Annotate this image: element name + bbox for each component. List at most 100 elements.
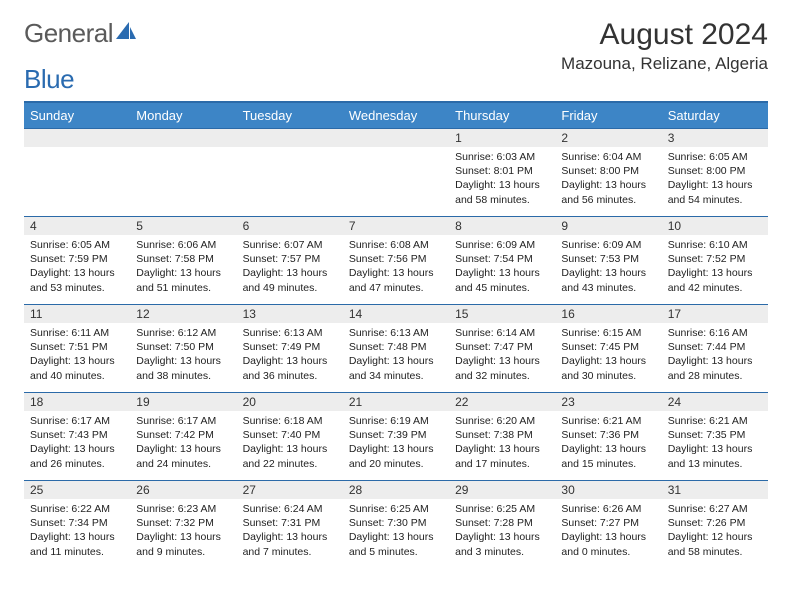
sunset-line: Sunset: 7:43 PM (30, 428, 124, 442)
sunset-line: Sunset: 7:52 PM (668, 252, 762, 266)
sunrise-line: Sunrise: 6:25 AM (349, 502, 443, 516)
sunrise-line: Sunrise: 6:06 AM (136, 238, 230, 252)
day-number: 9 (555, 217, 661, 235)
sunrise-line: Sunrise: 6:05 AM (30, 238, 124, 252)
daylight-line: Daylight: 13 hours and 54 minutes. (668, 178, 762, 206)
day-info: Sunrise: 6:07 AMSunset: 7:57 PMDaylight:… (237, 235, 343, 298)
sunset-line: Sunset: 8:00 PM (561, 164, 655, 178)
day-number: 8 (449, 217, 555, 235)
sunset-line: Sunset: 7:54 PM (455, 252, 549, 266)
sunrise-line: Sunrise: 6:03 AM (455, 150, 549, 164)
day-number: 20 (237, 393, 343, 411)
weekday-row: SundayMondayTuesdayWednesdayThursdayFrid… (24, 102, 768, 129)
sunrise-line: Sunrise: 6:18 AM (243, 414, 337, 428)
calendar-cell: 26Sunrise: 6:23 AMSunset: 7:32 PMDayligh… (130, 481, 236, 569)
sunset-line: Sunset: 7:30 PM (349, 516, 443, 530)
day-number: 13 (237, 305, 343, 323)
sunrise-line: Sunrise: 6:16 AM (668, 326, 762, 340)
sunrise-line: Sunrise: 6:21 AM (561, 414, 655, 428)
day-number: 31 (662, 481, 768, 499)
calendar-table: SundayMondayTuesdayWednesdayThursdayFrid… (24, 101, 768, 569)
calendar-cell: 11Sunrise: 6:11 AMSunset: 7:51 PMDayligh… (24, 305, 130, 393)
calendar-row: 18Sunrise: 6:17 AMSunset: 7:43 PMDayligh… (24, 393, 768, 481)
calendar-row: 1Sunrise: 6:03 AMSunset: 8:01 PMDaylight… (24, 129, 768, 217)
weekday-header: Friday (555, 102, 661, 129)
sunset-line: Sunset: 7:48 PM (349, 340, 443, 354)
day-number: 6 (237, 217, 343, 235)
daylight-line: Daylight: 13 hours and 26 minutes. (30, 442, 124, 470)
daylight-line: Daylight: 13 hours and 36 minutes. (243, 354, 337, 382)
logo: General (24, 18, 139, 49)
day-info: Sunrise: 6:04 AMSunset: 8:00 PMDaylight:… (555, 147, 661, 210)
day-info: Sunrise: 6:11 AMSunset: 7:51 PMDaylight:… (24, 323, 130, 386)
sunrise-line: Sunrise: 6:12 AM (136, 326, 230, 340)
sunrise-line: Sunrise: 6:17 AM (30, 414, 124, 428)
daylight-line: Daylight: 13 hours and 43 minutes. (561, 266, 655, 294)
calendar-cell: 22Sunrise: 6:20 AMSunset: 7:38 PMDayligh… (449, 393, 555, 481)
day-info: Sunrise: 6:05 AMSunset: 8:00 PMDaylight:… (662, 147, 768, 210)
sunset-line: Sunset: 7:47 PM (455, 340, 549, 354)
day-info: Sunrise: 6:17 AMSunset: 7:42 PMDaylight:… (130, 411, 236, 474)
day-number: 2 (555, 129, 661, 147)
day-info: Sunrise: 6:13 AMSunset: 7:49 PMDaylight:… (237, 323, 343, 386)
sunset-line: Sunset: 7:32 PM (136, 516, 230, 530)
daylight-line: Daylight: 13 hours and 7 minutes. (243, 530, 337, 558)
calendar-cell: 30Sunrise: 6:26 AMSunset: 7:27 PMDayligh… (555, 481, 661, 569)
day-number: 11 (24, 305, 130, 323)
day-info: Sunrise: 6:24 AMSunset: 7:31 PMDaylight:… (237, 499, 343, 562)
calendar-cell-empty (237, 129, 343, 217)
calendar-cell: 16Sunrise: 6:15 AMSunset: 7:45 PMDayligh… (555, 305, 661, 393)
daylight-line: Daylight: 13 hours and 15 minutes. (561, 442, 655, 470)
day-info: Sunrise: 6:03 AMSunset: 8:01 PMDaylight:… (449, 147, 555, 210)
day-number: 3 (662, 129, 768, 147)
calendar-cell: 14Sunrise: 6:13 AMSunset: 7:48 PMDayligh… (343, 305, 449, 393)
sunset-line: Sunset: 7:36 PM (561, 428, 655, 442)
daylight-line: Daylight: 13 hours and 47 minutes. (349, 266, 443, 294)
day-number: 22 (449, 393, 555, 411)
calendar-cell: 19Sunrise: 6:17 AMSunset: 7:42 PMDayligh… (130, 393, 236, 481)
day-info: Sunrise: 6:21 AMSunset: 7:36 PMDaylight:… (555, 411, 661, 474)
daylight-line: Daylight: 13 hours and 20 minutes. (349, 442, 443, 470)
sunrise-line: Sunrise: 6:17 AM (136, 414, 230, 428)
calendar-cell: 2Sunrise: 6:04 AMSunset: 8:00 PMDaylight… (555, 129, 661, 217)
sunset-line: Sunset: 8:01 PM (455, 164, 549, 178)
calendar-row: 25Sunrise: 6:22 AMSunset: 7:34 PMDayligh… (24, 481, 768, 569)
calendar-head: SundayMondayTuesdayWednesdayThursdayFrid… (24, 102, 768, 129)
calendar-cell: 5Sunrise: 6:06 AMSunset: 7:58 PMDaylight… (130, 217, 236, 305)
daylight-line: Daylight: 13 hours and 17 minutes. (455, 442, 549, 470)
sunset-line: Sunset: 7:34 PM (30, 516, 124, 530)
day-number: 26 (130, 481, 236, 499)
sunset-line: Sunset: 8:00 PM (668, 164, 762, 178)
day-info: Sunrise: 6:18 AMSunset: 7:40 PMDaylight:… (237, 411, 343, 474)
day-info: Sunrise: 6:25 AMSunset: 7:30 PMDaylight:… (343, 499, 449, 562)
calendar-row: 4Sunrise: 6:05 AMSunset: 7:59 PMDaylight… (24, 217, 768, 305)
day-number: 10 (662, 217, 768, 235)
calendar-cell: 21Sunrise: 6:19 AMSunset: 7:39 PMDayligh… (343, 393, 449, 481)
calendar-row: 11Sunrise: 6:11 AMSunset: 7:51 PMDayligh… (24, 305, 768, 393)
sunrise-line: Sunrise: 6:07 AM (243, 238, 337, 252)
sunset-line: Sunset: 7:31 PM (243, 516, 337, 530)
sunset-line: Sunset: 7:57 PM (243, 252, 337, 266)
sunrise-line: Sunrise: 6:23 AM (136, 502, 230, 516)
sunset-line: Sunset: 7:38 PM (455, 428, 549, 442)
calendar-body: 1Sunrise: 6:03 AMSunset: 8:01 PMDaylight… (24, 129, 768, 569)
day-info: Sunrise: 6:27 AMSunset: 7:26 PMDaylight:… (662, 499, 768, 562)
day-info: Sunrise: 6:25 AMSunset: 7:28 PMDaylight:… (449, 499, 555, 562)
logo-word2: Blue (24, 64, 74, 95)
day-number: 23 (555, 393, 661, 411)
calendar-cell-empty (24, 129, 130, 217)
calendar-cell: 6Sunrise: 6:07 AMSunset: 7:57 PMDaylight… (237, 217, 343, 305)
day-info: Sunrise: 6:10 AMSunset: 7:52 PMDaylight:… (662, 235, 768, 298)
sunset-line: Sunset: 7:53 PM (561, 252, 655, 266)
sunrise-line: Sunrise: 6:21 AM (668, 414, 762, 428)
sunrise-line: Sunrise: 6:15 AM (561, 326, 655, 340)
weekday-header: Saturday (662, 102, 768, 129)
calendar-cell: 27Sunrise: 6:24 AMSunset: 7:31 PMDayligh… (237, 481, 343, 569)
calendar-cell: 1Sunrise: 6:03 AMSunset: 8:01 PMDaylight… (449, 129, 555, 217)
day-info: Sunrise: 6:08 AMSunset: 7:56 PMDaylight:… (343, 235, 449, 298)
weekday-header: Monday (130, 102, 236, 129)
day-info: Sunrise: 6:22 AMSunset: 7:34 PMDaylight:… (24, 499, 130, 562)
day-number: 21 (343, 393, 449, 411)
daylight-line: Daylight: 13 hours and 3 minutes. (455, 530, 549, 558)
sunrise-line: Sunrise: 6:26 AM (561, 502, 655, 516)
